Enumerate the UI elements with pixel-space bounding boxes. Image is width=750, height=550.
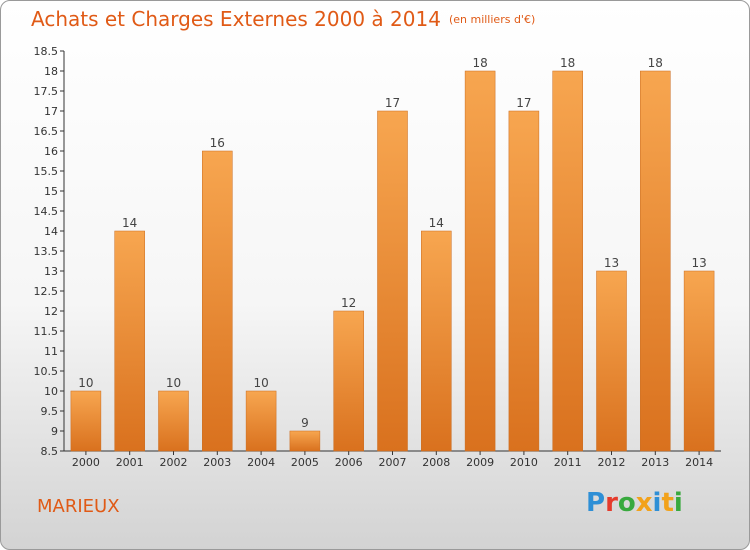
town-name: MARIEUX <box>37 496 120 517</box>
bar-value-label: 14 <box>429 216 444 230</box>
bar-2001 <box>114 230 145 452</box>
x-tick-label: 2002 <box>160 456 188 469</box>
bar-2000 <box>70 390 102 452</box>
bar-2014 <box>683 270 715 452</box>
y-tick-label: 12.5 <box>34 285 59 298</box>
y-tick-label: 12 <box>44 305 58 318</box>
title-text: Achats et Charges Externes 2000 à 2014 <box>31 7 441 31</box>
bar-value-label: 18 <box>560 56 575 70</box>
x-tick-label: 2001 <box>116 456 144 469</box>
y-tick-label: 18.5 <box>34 45 59 58</box>
x-tick-label: 2009 <box>466 456 494 469</box>
bar-value-label: 18 <box>472 56 487 70</box>
y-tick-label: 13.5 <box>34 245 59 258</box>
y-tick-label: 9.5 <box>41 405 59 418</box>
bar-value-label: 10 <box>78 376 93 390</box>
x-tick-label: 2007 <box>379 456 407 469</box>
x-axis: 2000 2001 2002 2003 2004 2005 2006 2007 2008 2009… <box>64 450 721 469</box>
bar-value-label: 18 <box>648 56 663 70</box>
y-tick-label: 17 <box>44 105 58 118</box>
bar-value-label: 10 <box>253 376 268 390</box>
y-tick-label: 16 <box>44 145 58 158</box>
bar-value-label: 9 <box>301 416 309 430</box>
x-tick-label: 2006 <box>335 456 363 469</box>
bar-2003 <box>202 150 233 452</box>
bar-value-label: 17 <box>385 96 400 110</box>
y-tick-label: 11 <box>44 345 58 358</box>
bar-value-label: 10 <box>166 376 181 390</box>
bar-2008 <box>421 230 452 452</box>
y-tick-label: 9 <box>51 425 58 438</box>
bar-2011 <box>552 70 583 452</box>
x-tick-label: 2010 <box>510 456 538 469</box>
y-tick-label: 18 <box>44 65 58 78</box>
y-tick-label: 15 <box>44 185 58 198</box>
bar-value-label: 13 <box>691 256 706 270</box>
x-tick-label: 2004 <box>247 456 275 469</box>
x-tick-label: 2011 <box>554 456 582 469</box>
x-tick-label: 2000 <box>72 456 100 469</box>
x-tick-label: 2012 <box>598 456 626 469</box>
bar-2007 <box>377 110 408 452</box>
x-tick-label: 2013 <box>641 456 669 469</box>
y-tick-label: 15.5 <box>34 165 59 178</box>
y-tick-label: 11.5 <box>34 325 59 338</box>
logo-letter: r <box>605 488 618 518</box>
y-tick-label: 13 <box>44 265 58 278</box>
y-tick-label: 14.5 <box>34 205 59 218</box>
bar-value-label: 12 <box>341 296 356 310</box>
y-tick-label: 10.5 <box>34 365 59 378</box>
bar-2006 <box>333 310 364 452</box>
bar-2012 <box>596 270 627 452</box>
x-tick-label: 2008 <box>422 456 450 469</box>
logo-letter: i <box>673 488 683 518</box>
logo-letter: t <box>661 488 674 518</box>
y-tick-label: 10 <box>44 385 58 398</box>
logo-letter: P <box>586 488 606 518</box>
y-tick-label: 17.5 <box>34 85 59 98</box>
logo-letter: i <box>652 488 662 518</box>
logo-letter: o <box>617 488 636 518</box>
y-tick-label: 8.5 <box>41 445 59 458</box>
title-unit: (en milliers d'€) <box>448 13 536 26</box>
x-tick-label: 2005 <box>291 456 319 469</box>
bar-2010 <box>508 110 540 452</box>
bar-value-label: 17 <box>516 96 531 110</box>
proxiti-logo[interactable]: Proxiti <box>586 488 683 518</box>
bar-value-label: 16 <box>210 136 225 150</box>
bar-2005 <box>289 430 321 452</box>
x-tick-label: 2003 <box>203 456 231 469</box>
logo-letter: x <box>635 488 653 518</box>
y-tick-label: 16.5 <box>34 125 59 138</box>
chart-title: Achats et Charges Externes 2000 à 2014 (e… <box>31 7 535 31</box>
y-axis: 8.5 9 9.5 10 10.5 11 11.5 12 12.5 13 13.5 14 14.5 15 1… <box>34 45 65 458</box>
bar-value-label: 13 <box>604 256 619 270</box>
bar-2002 <box>158 390 189 452</box>
bar-2004 <box>245 390 277 452</box>
x-tick-label: 2014 <box>685 456 713 469</box>
bar-labels: 10 14 10 16 10 9 12 17 14 18 17 18 13 18 13 <box>78 56 706 430</box>
bars <box>70 70 715 452</box>
y-tick-label: 14 <box>44 225 58 238</box>
bar-2009 <box>464 70 496 452</box>
bar-value-label: 14 <box>122 216 137 230</box>
bar-2013 <box>640 70 671 452</box>
